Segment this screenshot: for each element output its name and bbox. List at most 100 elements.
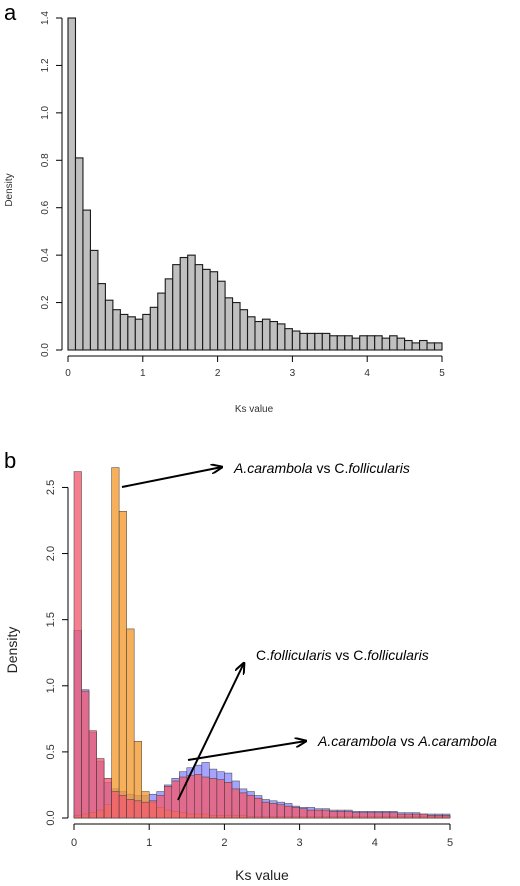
histogram-b-bar-s3-3	[88, 730, 97, 819]
histogram-b-bar-s3-18	[201, 776, 210, 819]
histogram-a-bar-3	[82, 209, 91, 351]
annotation-ac-vs-ac-part1: A.carambola	[317, 733, 397, 749]
histogram-b-bar-s3-13	[163, 786, 173, 819]
histogram-b-bar-s3-23	[239, 792, 248, 819]
histogram-a-bar-43	[381, 337, 391, 351]
histogram-a-bar-37	[336, 335, 346, 351]
histogram-a-x-tick-label: 2	[215, 368, 221, 379]
histogram-b-bar-s3-35	[329, 811, 338, 819]
histogram-a-bar-5	[97, 283, 106, 351]
annotation-cf-vs-cf: C.follicularis vs C.follicularis	[256, 647, 429, 663]
histogram-b-x-tick-label: 3	[297, 837, 303, 849]
histogram-b-bar-s3-46	[412, 813, 421, 819]
histogram-b: 0 1 2 3 4 5 0.0 0.5 1.0 1.5 2.0 2.5 Ks value Densit…	[4, 460, 497, 883]
histogram-a: 0 1 2 3 4 50.00.20.40.60.81.01.21.4 Ks value …	[4, 11, 445, 415]
histogram-b-bar-s3-4	[96, 758, 105, 819]
histogram-b-bar-s3-27	[269, 803, 278, 819]
histogram-b-bar-s3-44	[397, 813, 406, 819]
histogram-b-bar-s3-25	[254, 797, 263, 819]
histogram-a-x-tick-label: 0	[65, 368, 71, 379]
histogram-a-bar-29	[276, 323, 286, 351]
histogram-b-x-tick-label: 5	[447, 837, 453, 849]
histogram-a-y-tick-label: 0.0	[40, 343, 51, 357]
histogram-a-bar-39	[351, 337, 361, 351]
histogram-b-bar-s3-20	[216, 779, 225, 819]
histogram-b-bar-s3-2	[81, 690, 90, 819]
histogram-b-bar-s3-48	[427, 815, 436, 819]
histogram-b-y-tick-label: 2.5	[45, 480, 57, 495]
panel-letter-a: a	[4, 0, 17, 25]
histogram-b-bar-s3-49	[434, 815, 443, 819]
histogram-a-y-tick-label: 0.8	[40, 153, 51, 167]
histogram-b-y-tick-label: 0.5	[45, 744, 57, 759]
histogram-a-bar-42	[374, 335, 383, 351]
histogram-a-y-tick-label: 1.4	[40, 11, 51, 25]
histogram-a-bar-31	[291, 330, 301, 351]
histogram-b-bar-s2-6	[111, 467, 120, 819]
histogram-a-bar-50	[433, 342, 443, 351]
histogram-a-bar-49	[426, 342, 436, 351]
annotation-arrow-ac-ac	[187, 741, 306, 761]
annotation-ac-vs-cf-part3: follicularis	[348, 460, 409, 476]
histogram-a-bar-20	[209, 271, 219, 351]
histogram-b-bar-s3-26	[261, 801, 270, 819]
histogram-b-bar-s3-10	[141, 801, 150, 819]
histogram-a-bar-35	[321, 332, 331, 351]
histogram-a-bar-13	[157, 292, 166, 351]
annotation-cf-vs-cf-part4: follicularis	[367, 647, 428, 663]
histogram-a-bar-19	[202, 268, 211, 351]
histogram-b-bar-s2-7	[118, 510, 127, 819]
annotation-arrow-ac-cf	[121, 467, 222, 488]
histogram-b-bar-s3-19	[209, 778, 218, 819]
histogram-a-y-tick-label: 0.4	[40, 248, 51, 262]
histogram-b-bar-s3-36	[336, 811, 345, 819]
histogram-a-bar-14	[164, 278, 174, 351]
panel-letter-b: b	[4, 448, 16, 473]
histogram-a-bar-32	[299, 332, 308, 351]
histogram-b-bar-s3-40	[367, 812, 376, 819]
histogram-b-bar-s3-24	[246, 795, 255, 819]
histogram-b-bar-s3-11	[148, 800, 157, 819]
histogram-b-bar-s3-50	[442, 815, 451, 819]
histogram-b-bar-s3-38	[351, 812, 361, 819]
histogram-b-x-tick-label: 0	[71, 837, 77, 849]
histogram-a-bar-2	[74, 157, 84, 351]
histogram-a-bars	[67, 17, 443, 351]
annotation-cf-vs-cf-part3: vs C.	[331, 647, 367, 663]
annotation-ac-vs-ac: A.carambola vs A.carambola	[317, 733, 497, 749]
histogram-b-bar-s3-7	[118, 795, 127, 819]
histogram-b-bar-s3-17	[194, 774, 203, 819]
histogram-b-bar-s3-31	[299, 808, 308, 819]
histogram-a-bar-16	[179, 256, 189, 351]
histogram-a-bar-6	[104, 299, 114, 351]
histogram-a-bar-7	[112, 309, 121, 351]
histogram-a-y-tick-label: 1.0	[40, 105, 51, 119]
histogram-a-bar-34	[314, 332, 323, 351]
histogram-b-bar-s3-45	[404, 813, 413, 819]
histogram-a-bar-25	[246, 316, 256, 351]
histogram-a-bar-45	[396, 337, 406, 351]
histogram-a-bar-46	[404, 339, 413, 351]
histogram-b-y-tick-label: 1.0	[45, 678, 57, 693]
histogram-b-bar-s3-37	[344, 811, 353, 819]
histogram-b-bar-s3-22	[231, 788, 240, 819]
histogram-a-x-tick-label: 4	[364, 368, 370, 379]
annotation-ac-vs-ac-part3: A.carambola	[417, 733, 497, 749]
histogram-b-bar-s3-5	[103, 778, 112, 819]
histogram-b-bar-s3-21	[224, 782, 233, 819]
histogram-b-ylabel: Density	[4, 627, 20, 674]
histogram-a-bar-28	[269, 320, 278, 351]
annotation-ac-vs-ac-part2: vs	[397, 733, 419, 749]
histogram-a-bar-27	[261, 318, 271, 351]
histogram-a-y-tick-label: 1.2	[40, 58, 51, 72]
histogram-b-y-tick-label: 1.5	[45, 612, 57, 627]
histogram-a-bar-44	[389, 335, 398, 351]
histogram-b-bar-s3-8	[126, 799, 135, 819]
histogram-b-bar-s3-42	[382, 812, 391, 819]
histogram-a-bar-23	[232, 302, 241, 351]
histogram-a-bar-1	[67, 17, 77, 351]
histogram-a-bar-24	[239, 309, 249, 351]
histogram-a-bar-30	[284, 328, 293, 351]
histogram-a-bar-17	[187, 254, 196, 351]
